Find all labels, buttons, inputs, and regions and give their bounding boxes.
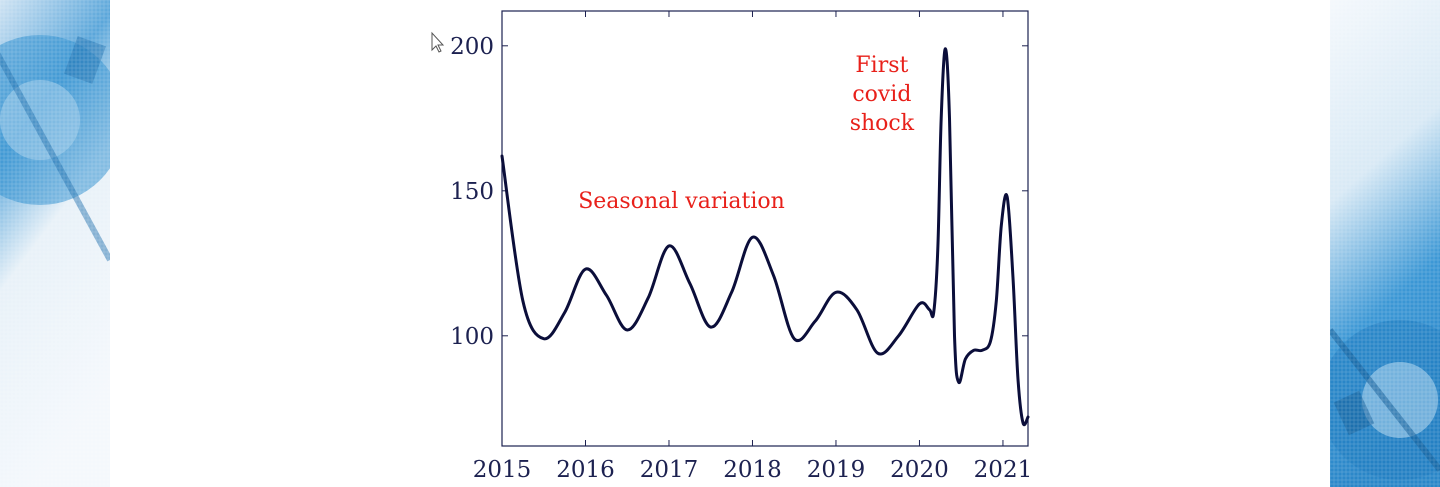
y-tick-label: 150 [450,179,494,205]
annotation-text: First [855,53,908,78]
annotation-text: shock [850,111,915,136]
x-tick-label: 2018 [723,457,782,483]
x-tick-label: 2021 [974,457,1033,483]
x-tick-label: 2019 [807,457,866,483]
x-tick-label: 2015 [473,457,532,483]
axis-ticks: 2015 2016 2017 2018 2019 2020 2021 100 150 200 [450,11,1032,483]
x-tick-label: 2016 [556,457,615,483]
chart-axes [501,10,1029,447]
plot-frame [501,10,1029,447]
x-tick-label: 2020 [890,457,949,483]
x-tick-label: 2017 [640,457,699,483]
series-line-0 [500,47,1030,427]
annotation-text: covid [852,82,911,107]
annotation-text: Seasonal variation [578,189,785,214]
y-tick-label: 100 [450,324,494,350]
decorative-gear-banner-right [1330,0,1440,487]
annotations: Seasonal variation First covid shock [578,53,915,214]
decorative-gear-banner-left [0,0,110,487]
mouse-cursor-icon [431,31,445,53]
series-layer [500,47,1030,427]
y-tick-label: 200 [450,34,494,60]
